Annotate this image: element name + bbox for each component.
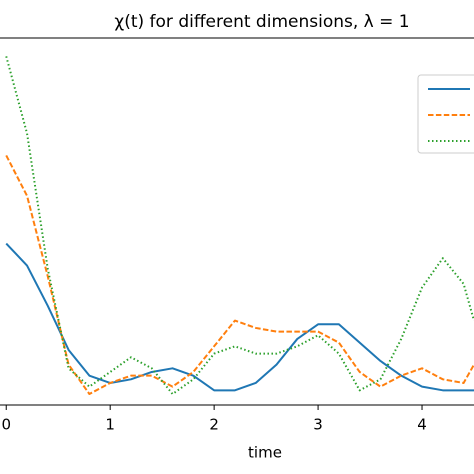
x-tick-label: 0 (1, 416, 11, 434)
x-tick-label: 3 (313, 416, 323, 434)
series-line (5, 56, 474, 395)
x-axis-label: time (248, 444, 282, 462)
x-tick-label: 4 (417, 416, 427, 434)
x-tick-label: 1 (105, 416, 115, 434)
series-line (5, 154, 474, 395)
chart-title: χ(t) for different dimensions, λ = 1 (114, 12, 409, 32)
series-line (5, 242, 474, 392)
x-tick-label: 2 (209, 416, 219, 434)
